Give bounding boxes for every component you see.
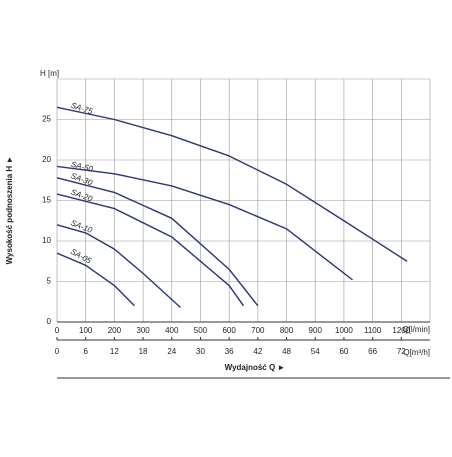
x2-tick-label: 18 — [139, 347, 148, 356]
x2-tick-label: 54 — [311, 347, 320, 356]
x-tick-label: 100 — [79, 326, 93, 335]
side-label: Wysokość podnoszenia H ► — [5, 156, 14, 265]
x-tick-label: 1200 — [392, 326, 410, 335]
x-tick-label: 500 — [194, 326, 208, 335]
x-tick-label: 600 — [222, 326, 236, 335]
y-tick-label: 5 — [47, 277, 52, 286]
curve-label: SA-10 — [69, 218, 93, 235]
y-tick-label: 15 — [42, 196, 51, 205]
x-tick-label: 0 — [55, 326, 60, 335]
bottom-label: Wydajność Q ► — [225, 363, 286, 372]
x2-tick-label: 36 — [225, 347, 234, 356]
y-tick-label: 0 — [47, 317, 52, 326]
x-tick-label: 700 — [251, 326, 265, 335]
x2-tick-label: 24 — [167, 347, 176, 356]
y-axis-label: H [m] — [40, 69, 59, 78]
curve-label: SA-30 — [70, 171, 94, 187]
x2-tick-label: 6 — [83, 347, 88, 356]
x-tick-label: 200 — [108, 326, 122, 335]
x-tick-label: 1100 — [364, 326, 382, 335]
curve-label: SA-75 — [70, 101, 94, 117]
x-tick-label: 900 — [309, 326, 323, 335]
y-tick-label: 10 — [42, 236, 51, 245]
curve — [56, 193, 245, 307]
curve — [56, 177, 259, 307]
x2-tick-label: 12 — [110, 347, 119, 356]
x2-tick-label: 72 — [397, 347, 406, 356]
x2-tick-label: 30 — [196, 347, 205, 356]
curve — [56, 252, 135, 307]
x-axis-label: Q[l/min] — [402, 325, 430, 334]
x2-tick-label: 60 — [339, 347, 348, 356]
x-tick-label: 300 — [136, 326, 150, 335]
x2-tick-label: 0 — [55, 347, 60, 356]
curve — [56, 165, 353, 281]
curve — [56, 224, 181, 308]
curve — [56, 106, 408, 262]
x2-axis-label: Q[m³/h] — [403, 348, 430, 357]
x2-tick-label: 42 — [253, 347, 262, 356]
y-tick-label: 20 — [42, 155, 51, 164]
x2-tick-label: 66 — [368, 347, 377, 356]
y-tick-label: 25 — [42, 115, 51, 124]
curve-label: SA-20 — [70, 187, 94, 203]
x-tick-label: 800 — [280, 326, 294, 335]
x-tick-label: 400 — [165, 326, 179, 335]
x-tick-label: 1000 — [335, 326, 353, 335]
x2-tick-label: 48 — [282, 347, 291, 356]
